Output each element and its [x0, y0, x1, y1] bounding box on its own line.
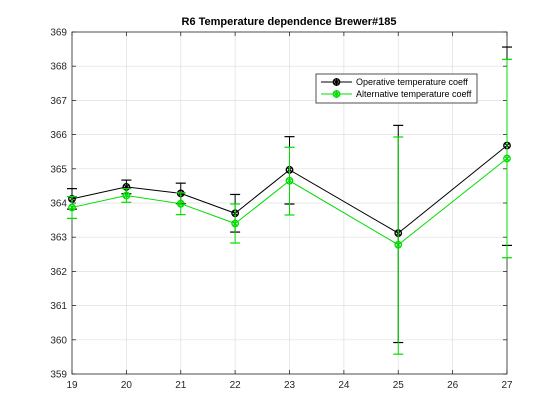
y-tick-label: 368: [50, 62, 67, 73]
marker-cross: [178, 200, 184, 207]
axis-layer: 19 20 21 22 23 24 25 26 27 359 360 361 362 363 364 365 3…: [50, 28, 513, 392]
marker-circle: [285, 176, 294, 185]
x-tick-label: 20: [121, 380, 133, 391]
y-tick-label: 361: [50, 301, 67, 312]
y-tick-label: 366: [50, 130, 67, 141]
legend: Operative temperature coeff Alternative t…: [315, 73, 478, 104]
legend-label: Operative temperature coeff: [356, 77, 468, 87]
marker-circle: [231, 219, 240, 228]
x-tick-label: 23: [284, 380, 296, 391]
y-tick-label: 362: [50, 267, 67, 278]
data-point: [176, 199, 185, 208]
marker-cross: [504, 155, 510, 162]
marker-circle: [503, 154, 511, 163]
x-tick-label: 21: [175, 380, 187, 391]
legend-marker: [332, 78, 341, 86]
data-point: [231, 219, 240, 228]
series-2: [67, 58, 512, 355]
x-tick-label: 24: [338, 380, 350, 391]
marker-circle: [332, 90, 341, 98]
data-point: [68, 203, 76, 212]
series-layer: [67, 46, 512, 355]
x-tick-label: 19: [66, 380, 78, 391]
y-tick-label: 369: [50, 28, 67, 39]
marker-cross: [123, 192, 130, 199]
data-point: [122, 191, 131, 200]
marker-cross: [333, 79, 340, 85]
marker-circle: [394, 240, 403, 249]
data-point: [394, 240, 403, 249]
legend-label: Alternative temperature coeff: [356, 89, 472, 99]
marker-circle: [176, 199, 185, 208]
marker-cross: [395, 242, 401, 248]
chart-title: R6 Temperature dependence Brewer#185: [182, 16, 397, 28]
legend-box: [315, 73, 478, 104]
x-tick-label: 25: [393, 380, 405, 391]
x-tick-label: 26: [447, 380, 459, 391]
x-tick-label: 22: [230, 380, 242, 391]
marker-cross: [333, 91, 340, 97]
x-tick-label: 27: [501, 380, 513, 391]
marker-cross: [286, 178, 293, 184]
marker-circle: [68, 203, 76, 212]
marker-cross: [69, 204, 75, 211]
marker-cross: [232, 220, 238, 227]
y-tick-label: 365: [50, 164, 67, 175]
y-tick-label: 363: [50, 233, 67, 244]
y-tick-label: 360: [50, 335, 67, 346]
y-tick-label: 359: [50, 370, 67, 381]
y-tick-label: 367: [50, 96, 67, 107]
data-point: [285, 176, 294, 185]
marker-circle: [122, 191, 131, 200]
y-tick-label: 364: [50, 199, 67, 210]
data-point: [503, 154, 511, 163]
legend-marker: [332, 90, 341, 98]
marker-circle: [332, 78, 341, 86]
